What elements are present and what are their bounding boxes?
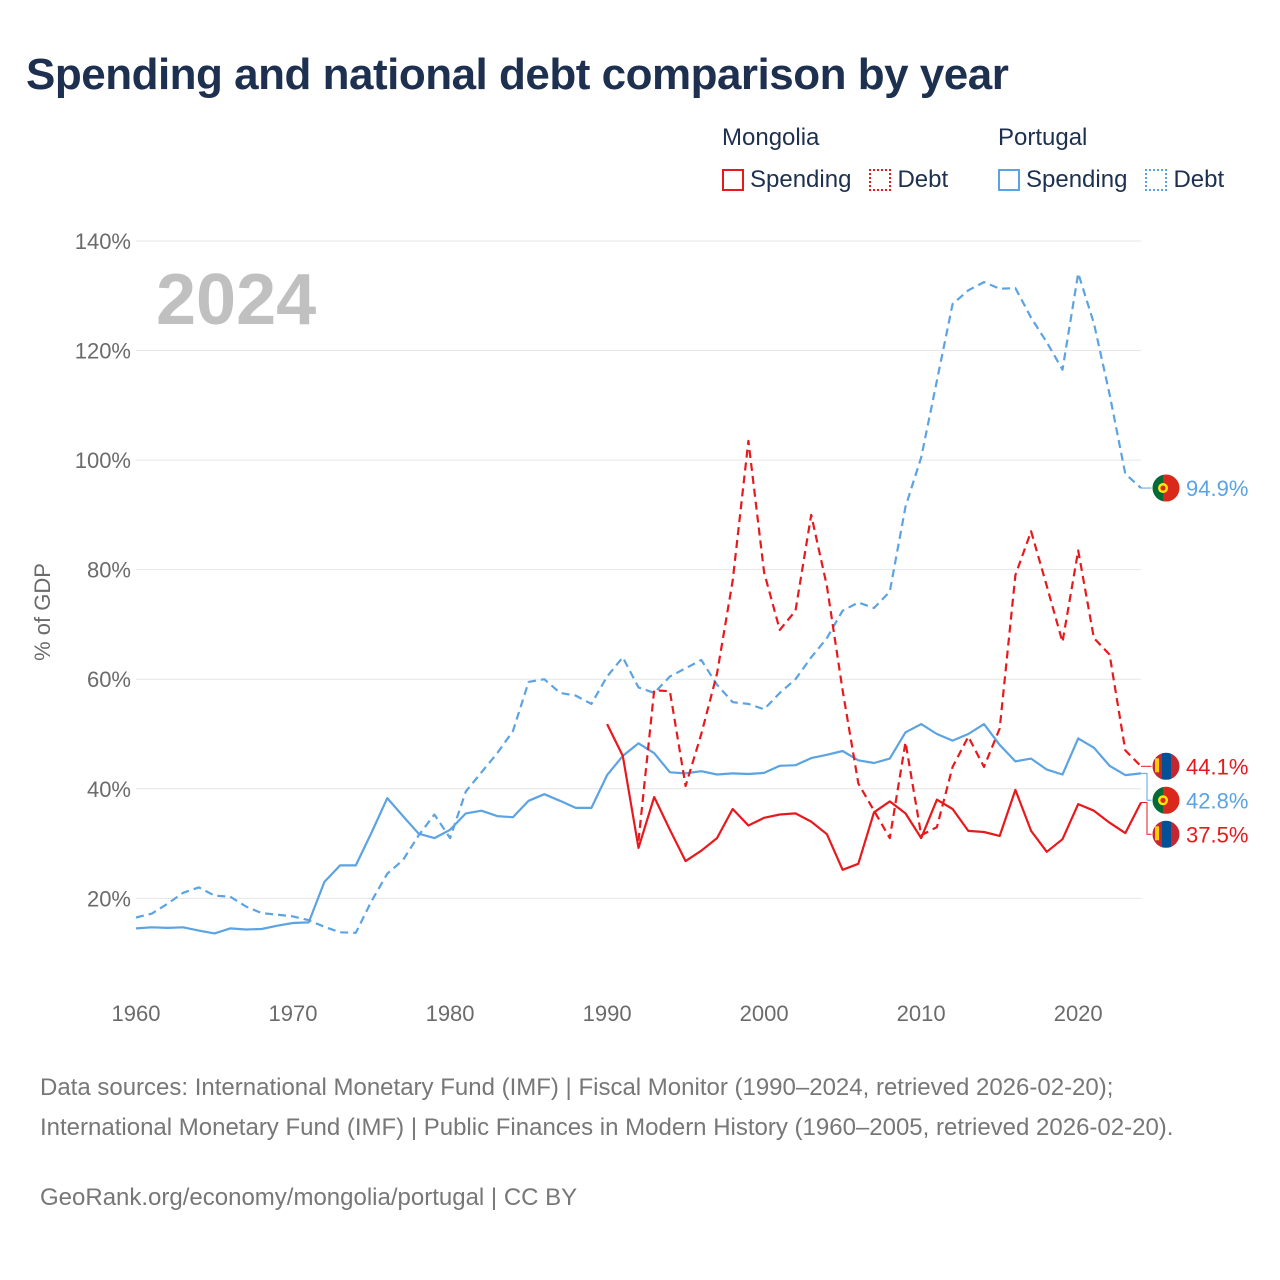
legend-group-mongolia: Mongolia Spending Debt [722,124,966,194]
legend-item-portugal-spending[interactable]: Spending [998,166,1127,194]
legend-item-mongolia-debt[interactable]: Debt [869,166,948,194]
end-label-portugal-spending: 42.8% [1141,772,1248,815]
legend-label: Debt [1173,166,1225,193]
mongolia-flag-icon [1152,752,1180,781]
y-tick-label: 20% [87,886,131,911]
series-line-mongolia-spending[interactable] [606,723,1142,871]
mongolia-flag-icon [1152,820,1180,849]
x-tick-label: 2010 [897,1001,946,1026]
x-axis-ticks: 1960 1970 1980 1990 2000 2010 2020 [112,1001,1103,1026]
y-tick-label: 100% [75,448,131,473]
end-value-label: 94.9% [1186,476,1248,501]
legend-item-portugal-debt[interactable]: Debt [1145,166,1224,194]
portugal-flag-icon [1152,786,1180,815]
line-chart: 20% 40% 60% 80% 100% 120% 140% 1960 1970 1980 199… [30,229,1248,1026]
end-label-mongolia-spending: 37.5% [1141,801,1248,849]
y-tick-label: 120% [75,339,131,364]
legend-group-name: Mongolia [722,124,820,151]
x-tick-label: 1980 [426,1001,475,1026]
end-value-label: 42.8% [1186,788,1248,813]
series-line-portugal-spending[interactable] [135,722,1142,935]
x-tick-label: 1970 [269,1001,318,1026]
y-axis-title: % of GDP [30,563,55,661]
grid-lines [136,240,1141,899]
series-line-mongolia-debt[interactable] [637,439,1142,841]
data-sources: Data sources: International Monetary Fun… [40,1074,1174,1141]
label-leader-line [1141,801,1152,835]
legend-group-name: Portugal [998,124,1088,151]
end-label-mongolia-debt: 44.1% [1141,751,1248,781]
legend-label: Spending [1026,166,1128,193]
label-leader-line [1141,772,1152,801]
x-tick-label: 2020 [1054,1001,1103,1026]
end-value-label: 37.5% [1186,822,1248,847]
credit-link[interactable]: GeoRank.org/economy/mongolia/portugal | … [40,1184,578,1211]
legend-swatch-solid-icon [722,169,744,191]
end-labels: 94.9% 44.1% 42.8% 37.5% [1141,473,1248,849]
chart-title: Spending and national debt comparison by… [26,50,1009,99]
x-tick-label: 1960 [112,1001,161,1026]
legend-swatch-solid-icon [998,169,1020,191]
legend-swatch-dotted-icon [869,169,892,191]
end-label-portugal-debt: 94.9% [1141,473,1248,503]
legend-label: Spending [750,166,852,193]
y-tick-label: 80% [87,558,131,583]
y-tick-label: 60% [87,667,131,692]
legend-group-portugal: Portugal Spending Debt [998,124,1242,194]
year-label: 2024 [156,260,316,340]
portugal-flag-icon [1152,474,1180,503]
series-lines [135,272,1142,935]
end-value-label: 44.1% [1186,754,1248,779]
legend-swatch-dotted-icon [1145,169,1168,191]
x-tick-label: 1990 [583,1001,632,1026]
y-tick-label: 40% [87,777,131,802]
series-line-portugal-debt[interactable] [135,272,1142,934]
legend-label: Debt [897,166,949,193]
y-axis-ticks: 20% 40% 60% 80% 100% 120% 140% [75,229,131,911]
legend-item-mongolia-spending[interactable]: Spending [722,166,851,194]
y-tick-label: 140% [75,229,131,254]
x-tick-label: 2000 [740,1001,789,1026]
